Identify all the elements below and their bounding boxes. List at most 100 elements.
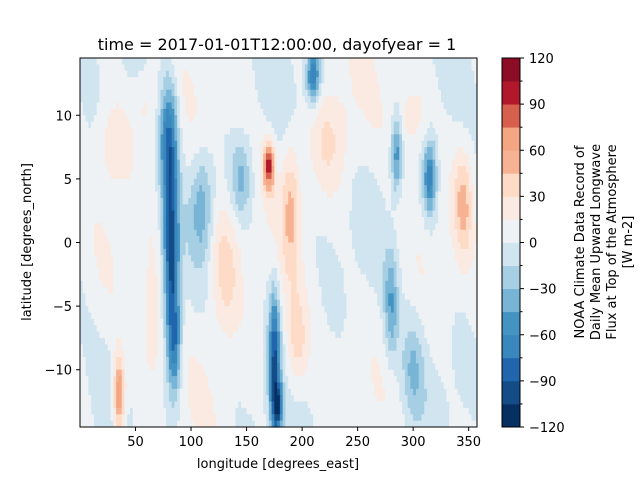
field-cell xyxy=(271,255,275,263)
field-cell xyxy=(196,178,200,186)
field-cell xyxy=(338,197,342,205)
field-cell xyxy=(213,159,217,167)
field-cell xyxy=(340,223,345,231)
field-cell xyxy=(321,58,325,65)
field-cell xyxy=(296,96,300,104)
field-cell xyxy=(135,83,139,91)
field-cell xyxy=(463,223,467,231)
field-cell xyxy=(313,115,317,123)
field-cell xyxy=(96,108,101,116)
field-cell xyxy=(374,185,378,193)
field-cell xyxy=(143,166,148,174)
field-cell xyxy=(396,210,400,218)
field-cell xyxy=(374,159,378,167)
field-cell xyxy=(263,178,267,186)
field-cell xyxy=(135,58,139,65)
field-cell xyxy=(282,185,287,193)
field-cell xyxy=(104,223,109,231)
field-cell xyxy=(357,121,361,129)
field-cell xyxy=(243,267,248,275)
field-cell xyxy=(288,242,292,250)
field-cell xyxy=(296,134,300,142)
field-cell xyxy=(393,127,398,135)
field-cell xyxy=(249,248,253,256)
field-cell xyxy=(207,127,212,135)
field-cell xyxy=(102,121,106,129)
field-cell xyxy=(257,274,262,282)
field-cell xyxy=(204,96,209,104)
field-cell xyxy=(429,274,434,282)
field-cell xyxy=(354,242,359,250)
field-cell xyxy=(313,172,317,180)
field-cell xyxy=(238,166,242,174)
field-cell xyxy=(113,64,117,72)
field-cell xyxy=(149,83,153,91)
field-cell xyxy=(290,185,295,193)
field-cell xyxy=(227,140,231,148)
field-cell xyxy=(402,159,406,167)
field-cell xyxy=(454,127,459,135)
field-cell xyxy=(102,267,106,275)
field-cell xyxy=(307,166,312,174)
field-cell xyxy=(91,236,95,244)
field-cell xyxy=(382,172,386,180)
field-cell xyxy=(146,217,151,225)
field-cell xyxy=(352,127,356,135)
field-cell xyxy=(324,261,328,269)
field-cell xyxy=(241,89,245,97)
field-cell xyxy=(454,77,459,85)
field-cell xyxy=(393,77,398,85)
field-cell xyxy=(468,77,473,85)
field-cell xyxy=(199,261,203,269)
field-cell xyxy=(279,89,284,97)
field-cell xyxy=(93,223,98,231)
field-cell xyxy=(407,70,411,78)
field-cell xyxy=(263,96,267,104)
field-cell xyxy=(157,159,162,167)
field-cell xyxy=(279,197,284,205)
field-cell xyxy=(204,248,209,256)
field-cell xyxy=(354,274,359,282)
field-cell xyxy=(104,70,109,78)
field-cell xyxy=(299,242,303,250)
field-cell xyxy=(268,58,273,65)
field-cell xyxy=(415,172,420,180)
field-cell xyxy=(338,96,342,104)
field-cell xyxy=(277,121,281,129)
field-cell xyxy=(293,58,298,65)
field-cell xyxy=(371,274,375,282)
field-cell xyxy=(449,77,453,85)
field-cell xyxy=(318,115,323,123)
field-cell xyxy=(457,64,461,72)
field-cell xyxy=(382,185,386,193)
field-cell xyxy=(388,185,392,193)
field-cell xyxy=(290,77,295,85)
field-cell xyxy=(241,261,245,269)
field-cell xyxy=(174,197,178,205)
field-cell xyxy=(390,178,395,186)
field-cell xyxy=(121,127,126,135)
field-cell xyxy=(102,140,106,148)
field-cell xyxy=(371,223,375,231)
field-cell xyxy=(174,147,178,155)
field-cell xyxy=(196,83,200,91)
field-cell xyxy=(91,102,95,110)
field-cell xyxy=(168,178,173,186)
field-cell xyxy=(390,83,395,91)
field-cell xyxy=(418,102,423,110)
field-cell xyxy=(324,153,328,161)
field-cell xyxy=(146,236,151,244)
field-cell xyxy=(410,172,414,180)
field-cell xyxy=(207,147,212,155)
field-cell xyxy=(252,147,256,155)
field-cell xyxy=(321,121,325,129)
field-cell xyxy=(293,140,298,148)
field-cell xyxy=(446,236,450,244)
field-cell xyxy=(404,217,409,225)
field-cell xyxy=(191,197,195,205)
field-cell xyxy=(327,134,331,142)
field-cell xyxy=(343,197,348,205)
field-cell xyxy=(274,217,278,225)
field-cell xyxy=(268,102,273,110)
field-cell xyxy=(224,229,228,237)
